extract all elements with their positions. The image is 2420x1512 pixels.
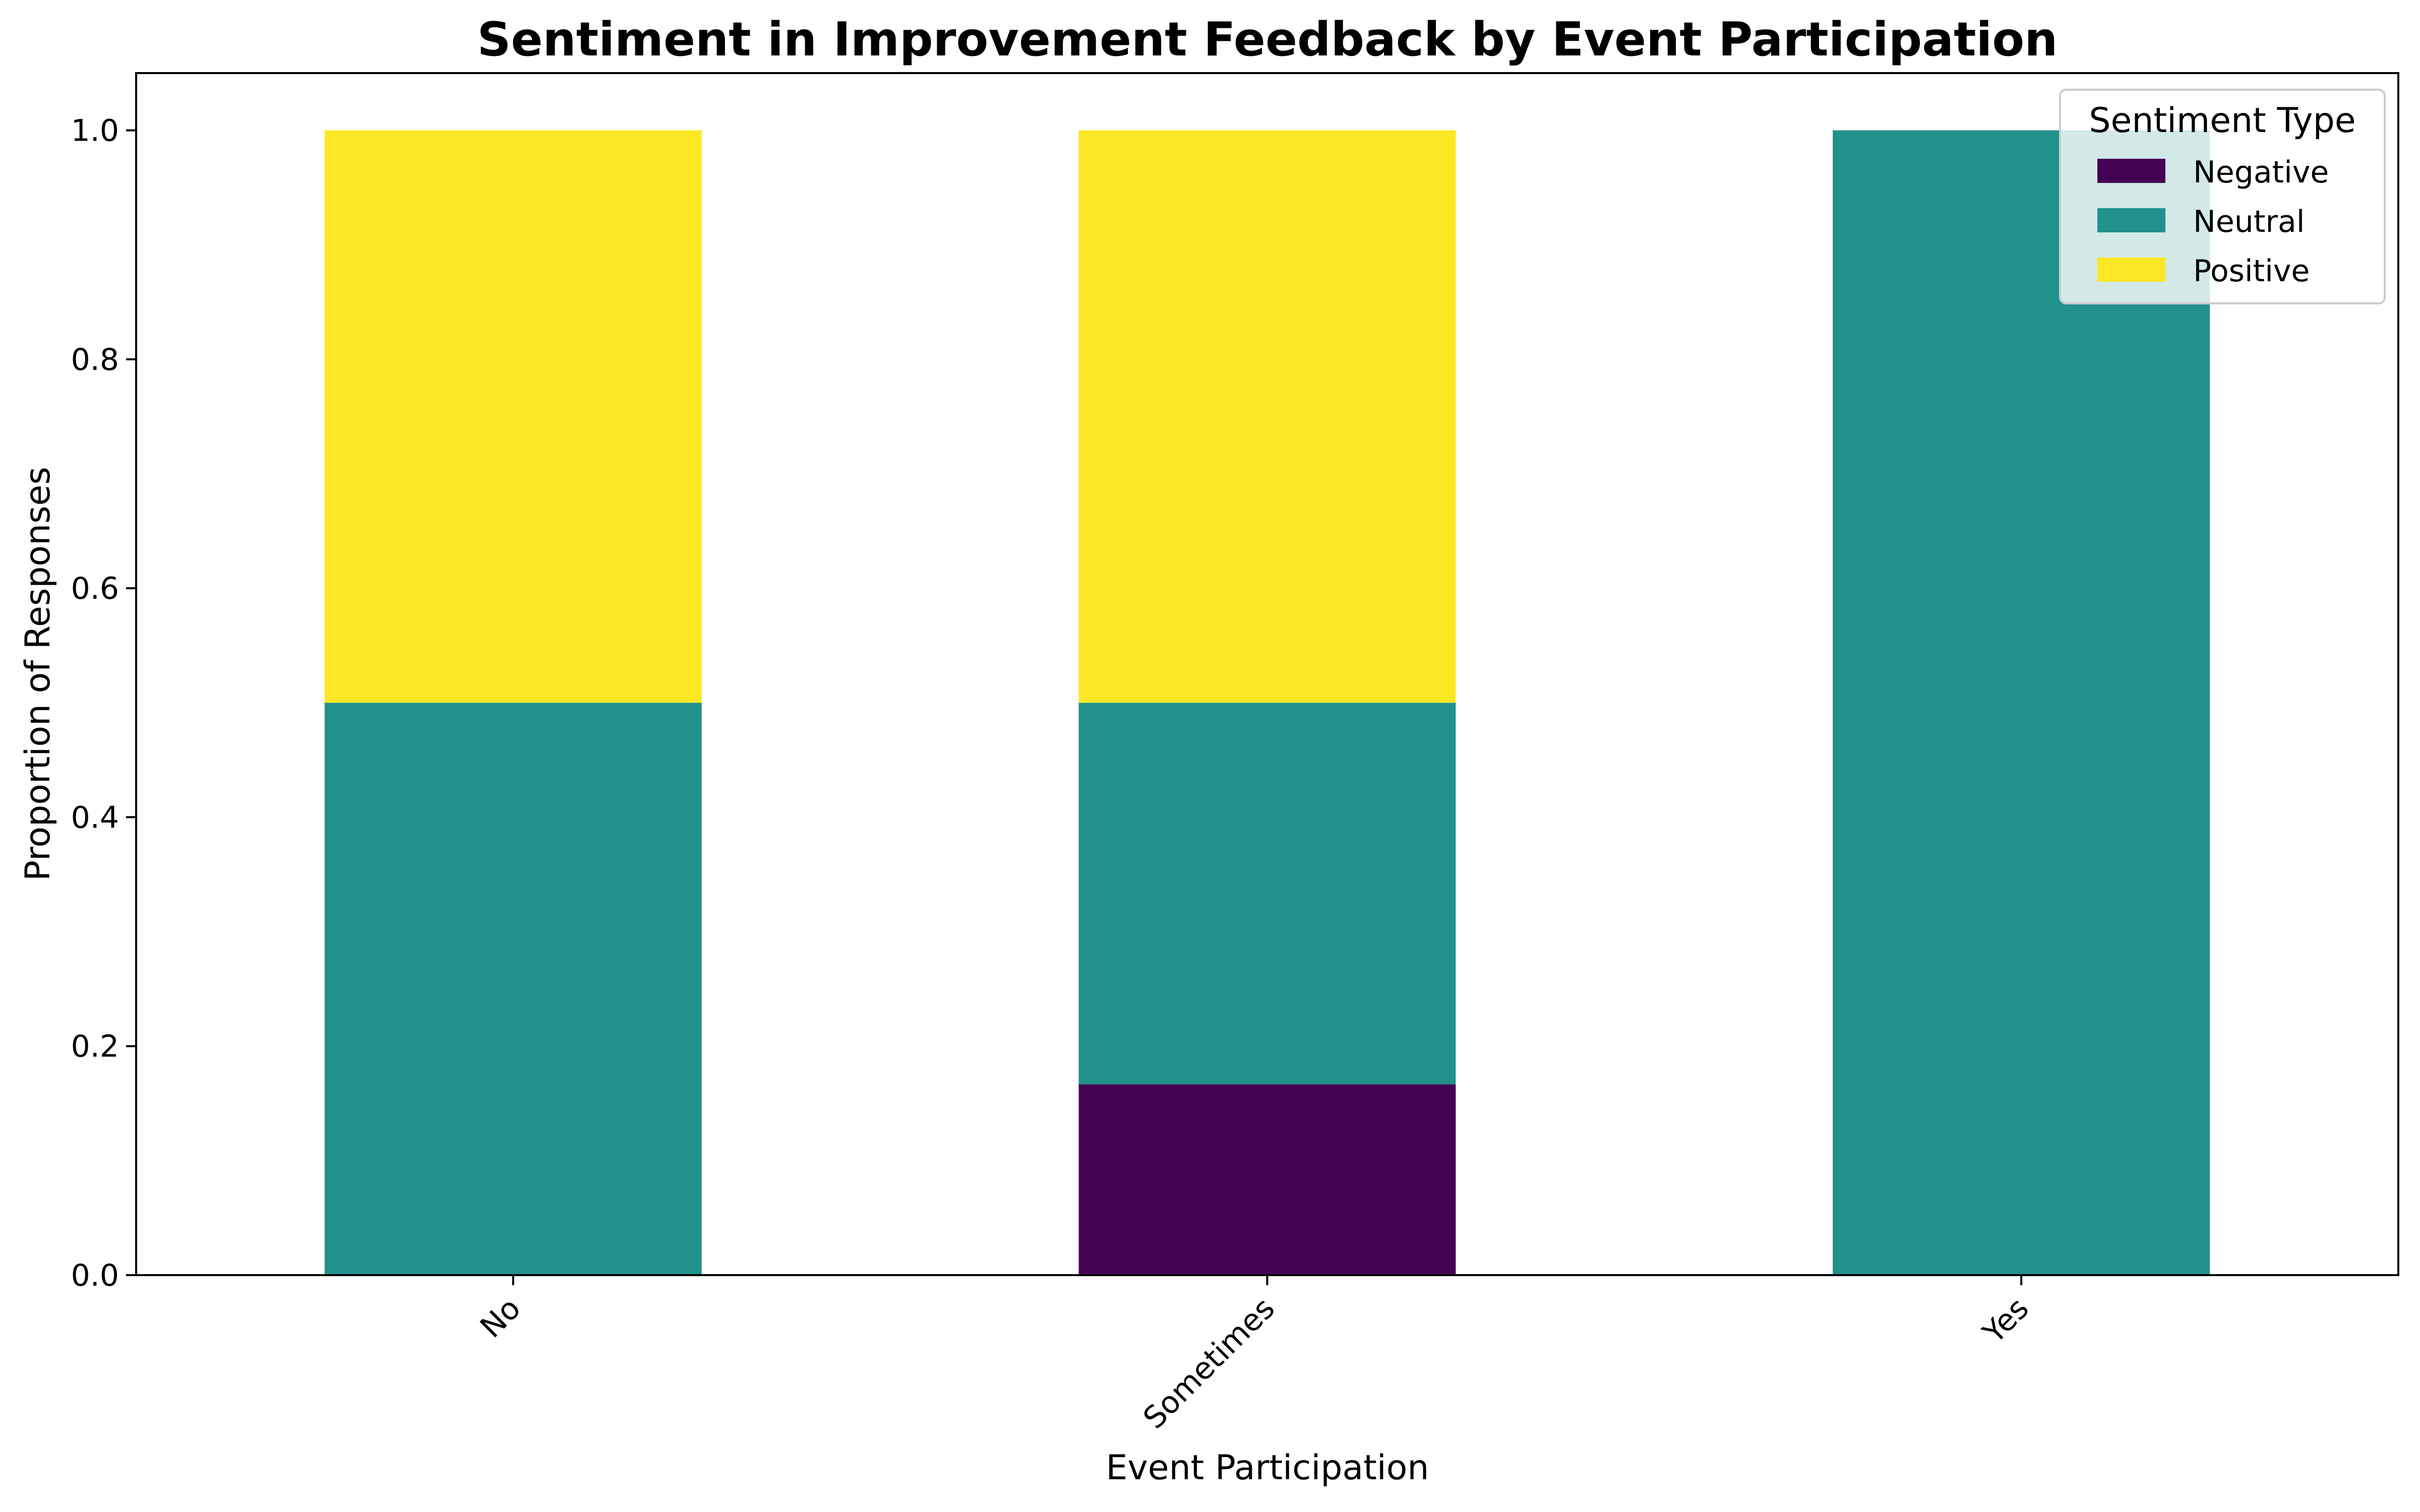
legend-items: Negative Neutral Positive — [2097, 155, 2329, 289]
y-tick-label: 0.0 — [71, 1258, 119, 1293]
bar-positive-no — [324, 130, 702, 703]
y-tick-label: 0.4 — [71, 800, 119, 835]
x-tick-label-yes: Yes — [1976, 1291, 2036, 1351]
y-ticks-group: 0.0 0.2 0.4 0.6 0.8 1.0 — [71, 113, 136, 1293]
x-ticks-group: No Sometimes Yes — [473, 1275, 2036, 1436]
legend-title: Sentiment Type — [2089, 101, 2355, 141]
legend-label-neutral: Neutral — [2193, 204, 2305, 239]
bar-neutral-no — [324, 703, 702, 1275]
legend: Sentiment Type Negative Neutral Positive — [2059, 89, 2386, 304]
x-tick-label-no: No — [473, 1291, 527, 1345]
y-tick-label: 1.0 — [71, 113, 119, 149]
legend-label-positive: Positive — [2193, 254, 2310, 289]
legend-box — [2059, 89, 2386, 304]
bar-negative-sometimes — [1078, 1084, 1456, 1275]
chart-title: Sentiment in Improvement Feedback by Eve… — [477, 12, 2058, 67]
x-tick-label-sometimes: Sometimes — [1136, 1291, 1282, 1436]
y-axis-label: Proportion of Responses — [18, 467, 58, 881]
y-tick-label: 0.2 — [71, 1029, 119, 1064]
bar-neutral-yes — [1833, 130, 2210, 1275]
bar-neutral-sometimes — [1078, 703, 1456, 1085]
bar-positive-sometimes — [1078, 130, 1456, 703]
x-axis-label: Event Participation — [1106, 1448, 1429, 1488]
legend-swatch-negative — [2097, 159, 2165, 183]
y-tick-label: 0.6 — [71, 571, 119, 606]
legend-swatch-neutral — [2097, 208, 2165, 232]
legend-label-negative: Negative — [2193, 155, 2329, 190]
bars-group — [324, 130, 2210, 1275]
y-tick-label: 0.8 — [71, 342, 119, 377]
legend-swatch-positive — [2097, 258, 2165, 282]
